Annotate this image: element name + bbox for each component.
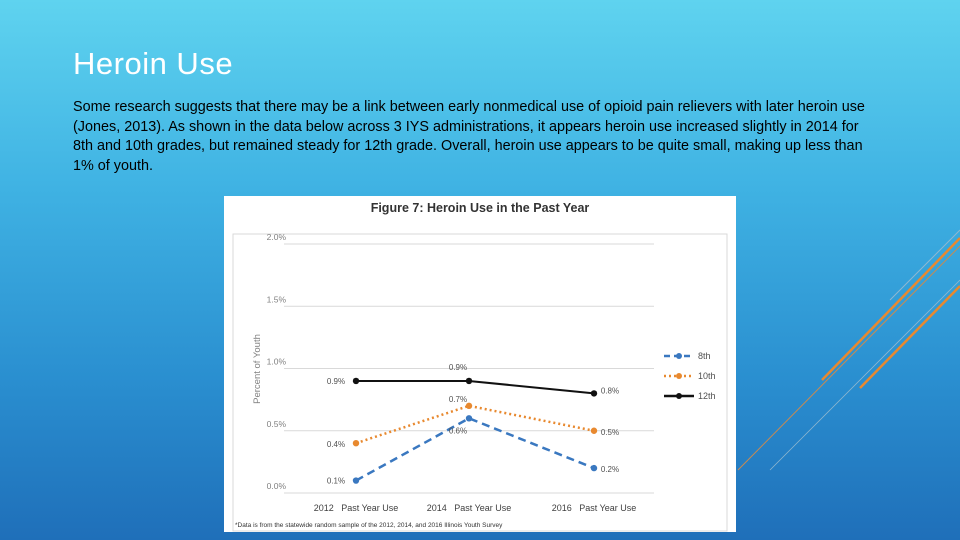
x-tick-label: 2014 Past Year Use [427, 503, 512, 513]
y-tick-label: 2.0% [267, 232, 287, 242]
data-label-10th: 0.7% [449, 395, 467, 404]
plot-frame [232, 233, 728, 532]
body-paragraph: Some research suggests that there may be… [73, 99, 865, 174]
line-chart: Figure 7: Heroin Use in the Past Year Pe… [232, 201, 728, 532]
data-label-10th: 0.5% [601, 428, 619, 437]
x-tick-label: 2016 Past Year Use [552, 503, 637, 513]
y-tick-label: 0.0% [267, 481, 287, 491]
data-point-10th [590, 427, 598, 434]
chart-title: Figure 7: Heroin Use in the Past Year [371, 201, 590, 215]
data-label-12th: 0.8% [601, 386, 619, 395]
data-point-10th [465, 402, 473, 410]
data-point-8th [352, 477, 360, 484]
data-label-8th: 0.6% [449, 426, 467, 435]
legend-marker-8th [676, 353, 682, 359]
y-axis-label: Percent of Youth [252, 334, 263, 404]
series-line-10th [355, 404, 595, 445]
legend-marker-12th [676, 393, 682, 399]
y-tick-label: 0.5% [267, 419, 287, 429]
data-point-12th [352, 377, 360, 385]
legend-label-10th: 10th [698, 371, 716, 381]
data-label-10th: 0.4% [327, 440, 345, 449]
data-label-8th: 0.2% [601, 465, 619, 474]
slide-title: Heroin Use [73, 46, 234, 81]
legend-label-8th: 8th [698, 351, 711, 361]
legend-label-12th: 12th [698, 391, 716, 401]
chart-footnote: *Data is from the statewide random sampl… [235, 522, 503, 529]
series-line-8th [355, 416, 595, 482]
x-tick-label: 2012 Past Year Use [314, 503, 399, 513]
data-label-12th: 0.9% [449, 363, 467, 372]
series-line-12th [356, 379, 595, 395]
data-point-8th [590, 464, 598, 472]
y-tick-label: 1.5% [267, 294, 287, 304]
legend-marker-10th [676, 373, 682, 379]
y-tick-label: 1.0% [267, 357, 287, 367]
data-point-8th [465, 415, 473, 422]
data-label-12th: 0.9% [327, 377, 345, 386]
data-point-12th [465, 377, 473, 385]
chart-figure: Figure 7: Heroin Use in the Past Year Pe… [224, 196, 736, 532]
data-point-12th [590, 390, 598, 397]
data-label-8th: 0.1% [327, 477, 345, 486]
data-point-10th [352, 440, 360, 447]
